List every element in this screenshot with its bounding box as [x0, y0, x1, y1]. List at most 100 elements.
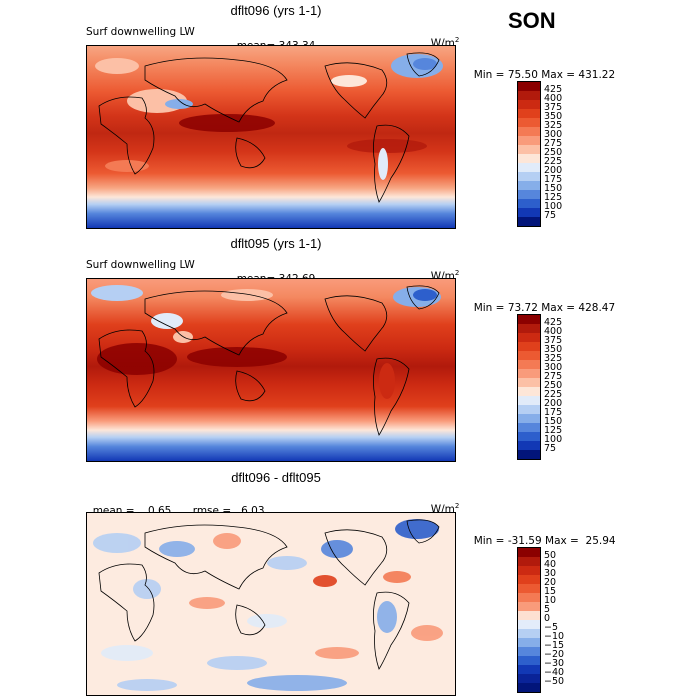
colorbar-swatch [518, 548, 540, 557]
colorbar-swatch [518, 82, 540, 91]
colorbar-swatch [518, 217, 540, 226]
panel-2-unit-sup: 2 [454, 269, 460, 277]
panel-1-map-svg [87, 46, 455, 228]
panel-1-min-label: Min = [473, 69, 505, 81]
panel-3-colorbar-labels: 50 40 30 20 15 10 5 0 −5 −10 −15 −20 −30 −40 −50 [544, 547, 584, 693]
colorbar-tick-label: 125 [544, 192, 563, 203]
colorbar-swatch [518, 199, 540, 208]
panel-2-colorbar-swatches [517, 314, 541, 460]
colorbar-swatch [518, 602, 540, 611]
panel-3-coastlines [98, 519, 440, 670]
panel-2-title: dflt095 (yrs 1-1) [230, 236, 322, 251]
colorbar-swatch [518, 387, 540, 396]
panel-3-title: dflt096 - dflt095 [231, 470, 321, 485]
colorbar-tick-label: 30 [544, 568, 557, 579]
panel-3-map [86, 512, 456, 696]
colorbar-swatch [518, 136, 540, 145]
colorbar-tick-label: 0 [544, 613, 551, 624]
panel-2-min-max: Min = 73.72 Max = 428.47 [467, 290, 615, 314]
colorbar-swatch [518, 333, 540, 342]
panel-2-colorbar [517, 314, 541, 460]
colorbar-tick-label: 200 [544, 165, 563, 176]
colorbar-tick-label: 5 [544, 604, 551, 615]
panel-1-title: dflt096 (yrs 1-1) [230, 3, 322, 18]
colorbar-tick-label: 375 [544, 102, 563, 113]
colorbar-swatch [518, 342, 540, 351]
panel-2-map-svg [87, 279, 455, 461]
colorbar-swatch [518, 315, 540, 324]
panel-2-field-name: Surf downwelling LW [86, 259, 195, 271]
panel-1-unit-sup: 2 [454, 36, 460, 44]
colorbar-tick-label: 275 [544, 138, 563, 149]
panel-2-map [86, 278, 456, 462]
panel-1-map [86, 45, 456, 229]
colorbar-tick-label: −10 [544, 631, 565, 642]
colorbar-tick-label: 350 [544, 344, 563, 355]
colorbar-swatch [518, 665, 540, 674]
colorbar-swatch [518, 405, 540, 414]
colorbar-tick-label: 150 [544, 183, 563, 194]
panel-1-colorbar [517, 81, 541, 227]
panel-1-field-name: Surf downwelling LW [86, 26, 195, 38]
colorbar-tick-label: −5 [544, 622, 559, 633]
colorbar-swatch [518, 441, 540, 450]
colorbar-swatch [518, 575, 540, 584]
colorbar-swatch [518, 351, 540, 360]
colorbar-swatch [518, 557, 540, 566]
panel-1-colorbar-labels: 425 400 375 350 325 300 275 250 225 200 175 150 125 1… [544, 81, 584, 227]
colorbar-tick-label: 175 [544, 174, 563, 185]
panel-3-max-value: 25.94 [585, 535, 616, 547]
panel-3-colorbar [517, 547, 541, 693]
colorbar-swatch [518, 378, 540, 387]
colorbar-tick-label: 75 [544, 443, 557, 454]
colorbar-tick-label: 275 [544, 371, 563, 382]
colorbar-tick-label: 100 [544, 434, 563, 445]
colorbar-swatch [518, 414, 540, 423]
colorbar-tick-label: 200 [544, 398, 563, 409]
colorbar-swatch [518, 118, 540, 127]
colorbar-swatch [518, 91, 540, 100]
colorbar-tick-label: 300 [544, 362, 563, 373]
panel-3-min-label: Min = [473, 535, 505, 547]
panel-2-max-value: 428.47 [578, 302, 616, 314]
colorbar-swatch [518, 163, 540, 172]
colorbar-swatch [518, 432, 540, 441]
colorbar-tick-label: −40 [544, 667, 565, 678]
colorbar-swatch [518, 674, 540, 683]
colorbar-tick-label: −50 [544, 676, 565, 687]
colorbar-swatch [518, 638, 540, 647]
season-label: SON [508, 8, 556, 33]
colorbar-swatch [518, 647, 540, 656]
colorbar-tick-label: 225 [544, 389, 563, 400]
panel-3-min-max: Min = -31.59 Max = 25.94 [467, 523, 616, 547]
colorbar-swatch [518, 360, 540, 369]
colorbar-tick-label: 10 [544, 595, 557, 606]
colorbar-tick-label: 15 [544, 586, 557, 597]
colorbar-tick-label: 325 [544, 353, 563, 364]
colorbar-tick-label: 325 [544, 120, 563, 131]
colorbar-tick-label: −15 [544, 640, 565, 651]
colorbar-swatch [518, 683, 540, 692]
panel-2-max-label: Max = [541, 302, 576, 314]
colorbar-tick-label: 300 [544, 129, 563, 140]
colorbar-tick-label: 400 [544, 93, 563, 104]
colorbar-tick-label: −20 [544, 649, 565, 660]
colorbar-swatch [518, 396, 540, 405]
colorbar-tick-label: 425 [544, 84, 563, 95]
colorbar-tick-label: 50 [544, 550, 557, 561]
colorbar-tick-label: 350 [544, 111, 563, 122]
colorbar-swatch [518, 208, 540, 217]
panel-2-min-label: Min = [473, 302, 505, 314]
colorbar-tick-label: 125 [544, 425, 563, 436]
colorbar-tick-label: 225 [544, 156, 563, 167]
colorbar-swatch [518, 127, 540, 136]
colorbar-swatch [518, 629, 540, 638]
panel-1-min-max: Min = 75.50 Max = 431.22 [467, 57, 615, 81]
panel-1-max-label: Max = [541, 69, 576, 81]
colorbar-tick-label: 75 [544, 210, 557, 221]
colorbar-tick-label: 20 [544, 577, 557, 588]
colorbar-tick-label: 175 [544, 407, 563, 418]
colorbar-swatch [518, 324, 540, 333]
colorbar-tick-label: 40 [544, 559, 557, 570]
panel-1-max-value: 431.22 [578, 69, 616, 81]
